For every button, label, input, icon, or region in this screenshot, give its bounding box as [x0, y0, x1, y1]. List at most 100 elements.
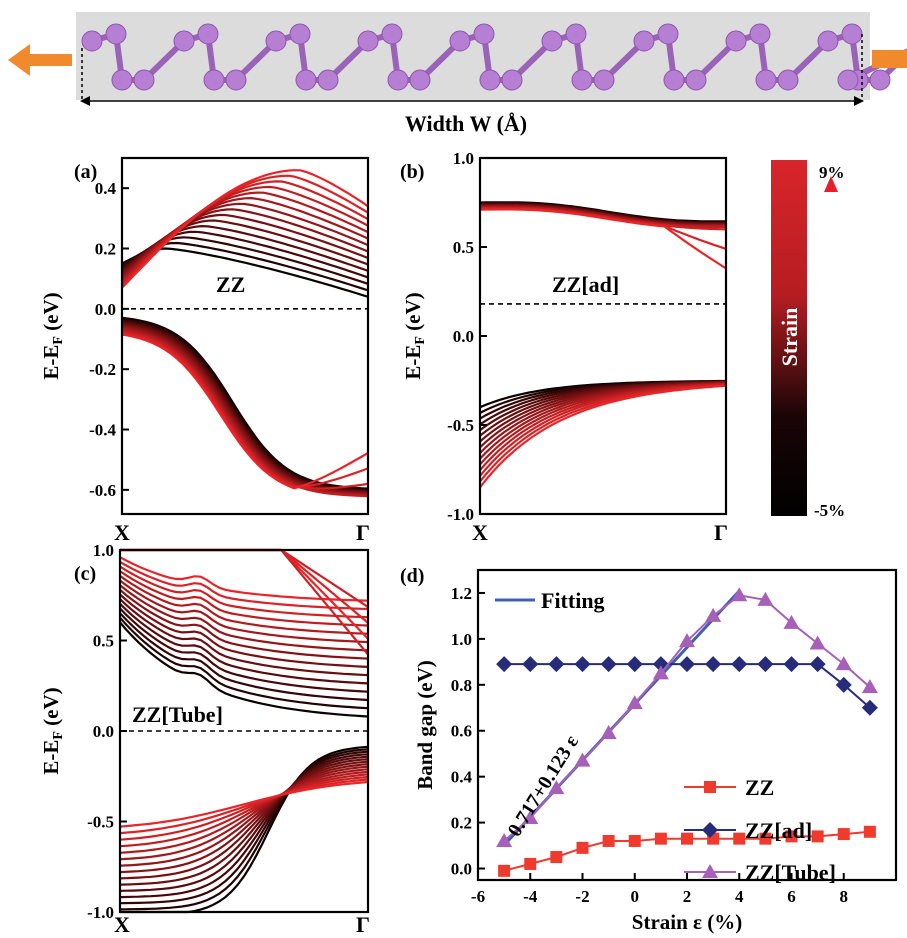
atom — [541, 30, 563, 52]
data-point — [705, 607, 722, 622]
atom — [501, 69, 523, 91]
y-tick-label: 0.6 — [451, 722, 472, 741]
atom — [777, 69, 799, 91]
series-zz — [498, 825, 876, 877]
legend-swatch-marker — [702, 864, 718, 878]
y-axis-label: E-EF (eV) — [39, 687, 66, 774]
y-axis-label: Band gap (eV) — [413, 660, 437, 790]
atom — [725, 30, 747, 52]
x-tick-label: 6 — [787, 887, 796, 906]
valence-band — [121, 329, 369, 498]
data-point — [498, 864, 511, 877]
data-point — [733, 832, 746, 845]
y-tick-label: 0.4 — [95, 179, 117, 198]
legend-label: ZZ[Tube] — [745, 860, 836, 885]
data-point — [731, 656, 748, 673]
y-tick-label: 0.0 — [453, 327, 474, 346]
valence-band — [121, 327, 369, 496]
data-point — [679, 656, 695, 673]
data-point — [628, 834, 641, 847]
data-point — [626, 695, 643, 710]
y-axis-label: E-EF (eV) — [401, 292, 428, 379]
valence-band — [119, 778, 369, 835]
data-point — [757, 591, 774, 606]
y-tick-label: -0.5 — [87, 813, 114, 832]
strain-colorbar: Strain 9% -5% — [771, 160, 845, 520]
data-point — [548, 656, 565, 673]
conduction-band — [119, 603, 369, 685]
conduction-band — [119, 565, 369, 619]
band-lines — [119, 548, 369, 914]
data-point — [524, 857, 537, 870]
valence-band — [119, 750, 369, 905]
x-tick-label: -4 — [523, 887, 538, 906]
y-axis-ticks: -0.6 -0.4 -0.2 0.0 0.2 0.4 — [89, 179, 129, 500]
atom — [869, 69, 891, 91]
series-zz-ad — [496, 656, 878, 716]
x-tick-label-gamma: Γ — [356, 912, 370, 937]
valence-band — [119, 780, 369, 828]
x-tick-label-gamma: Γ — [356, 520, 370, 545]
data-point — [785, 830, 798, 843]
colorbar-label: Strain — [777, 308, 802, 367]
data-point — [548, 780, 565, 795]
y-tick-label: -0.5 — [447, 416, 474, 435]
valence-band — [121, 322, 369, 494]
conduction-band — [119, 593, 369, 668]
x-tick-label: 0 — [631, 887, 640, 906]
conduction-band — [119, 579, 369, 644]
x-tick-label-x: X — [114, 520, 130, 545]
panel-label: (c) — [74, 563, 96, 585]
data-point — [522, 656, 539, 673]
data-point — [837, 828, 850, 841]
y-tick-label: -0.2 — [89, 360, 116, 379]
atom — [571, 69, 593, 91]
colorbar-gradient — [771, 160, 807, 516]
y-tick-label: 0.0 — [93, 722, 114, 741]
x-tick-label: 8 — [840, 887, 849, 906]
series-group — [496, 587, 878, 877]
conduction-band — [119, 588, 369, 660]
legend: Fitting ZZ ZZ[ad] ZZ[Tube] — [495, 588, 836, 885]
data-point — [783, 656, 800, 673]
data-point — [863, 825, 876, 838]
x-tick-label-x: X — [472, 520, 488, 545]
data-point — [600, 725, 617, 740]
x-tick-label: 2 — [683, 887, 692, 906]
valence-band — [479, 381, 727, 449]
panel-d: -6 -4 -2 0 2 4 6 8 0.0 0.2 0.4 0.6 0.8 1.0 1.2 (d) Str… — [400, 565, 898, 934]
atom — [81, 30, 103, 52]
data-point — [835, 676, 852, 693]
valence-band — [119, 763, 369, 874]
legend-label: ZZ — [745, 775, 774, 800]
atom — [837, 69, 859, 91]
data-point — [705, 656, 722, 673]
width-arrowhead-right — [854, 96, 864, 106]
atom — [685, 69, 707, 91]
valence-band — [121, 321, 369, 493]
conduction-band — [121, 185, 369, 284]
atom — [449, 30, 471, 52]
annotation: ZZ[ad] — [552, 272, 619, 297]
valence-band — [119, 775, 369, 841]
conduction-band — [121, 247, 369, 298]
data-point — [731, 587, 748, 602]
y-axis-ticks: -1.0 -0.5 0.0 0.5 1.0 — [447, 149, 487, 524]
atom — [479, 69, 501, 91]
width-arrowhead-left — [80, 96, 90, 106]
y-tick-label: 0.8 — [451, 676, 472, 695]
series-zz-tube — [496, 587, 878, 847]
left-arrow-icon — [8, 44, 72, 76]
atom — [841, 23, 863, 45]
x-tick-label: -6 — [471, 887, 485, 906]
data-point — [809, 656, 826, 673]
conduction-band — [120, 548, 369, 640]
data-point — [574, 656, 591, 673]
conduction-band — [121, 169, 369, 289]
y-tick-label: -0.6 — [89, 481, 116, 500]
atom — [387, 69, 409, 91]
data-point — [783, 614, 800, 629]
valence-band — [121, 331, 369, 490]
conduction-band — [119, 560, 369, 611]
conduction-band — [119, 570, 369, 627]
